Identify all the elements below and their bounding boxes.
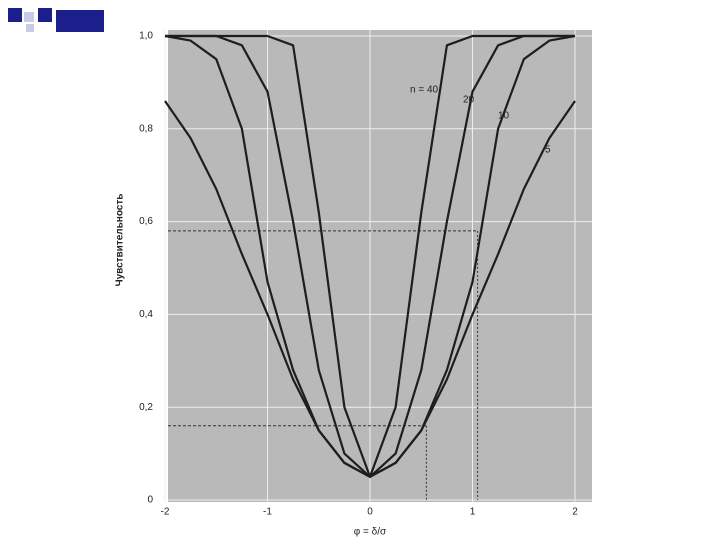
y-tick-label: 1,0	[139, 31, 153, 42]
y-tick-label: 0,2	[139, 402, 153, 413]
curve-label: 20	[463, 95, 475, 106]
y-tick-label: 0,8	[139, 123, 153, 134]
curve-label: 5	[545, 145, 551, 156]
y-tick-label: 0	[147, 495, 153, 506]
curve	[164, 100, 576, 478]
y-tick-label: 0,4	[139, 309, 153, 320]
x-tick-label: -1	[263, 507, 272, 518]
decor-square	[26, 24, 34, 32]
x-tick-label: 0	[367, 507, 373, 518]
curve-label: n = 40	[410, 85, 439, 96]
x-tick-label: -2	[161, 507, 170, 518]
decor-square	[8, 8, 22, 22]
plot-area	[168, 30, 592, 502]
y-axis-label: Чувствительность	[115, 194, 126, 287]
x-tick-label: 2	[572, 507, 578, 518]
decor-square	[24, 12, 34, 22]
decor-square	[38, 8, 52, 22]
decor-bar	[56, 10, 104, 32]
y-tick-label: 0,6	[139, 216, 153, 227]
x-axis-label: φ = δ/σ	[354, 527, 387, 538]
curve-label: 10	[498, 111, 510, 122]
x-tick-label: 1	[470, 507, 476, 518]
